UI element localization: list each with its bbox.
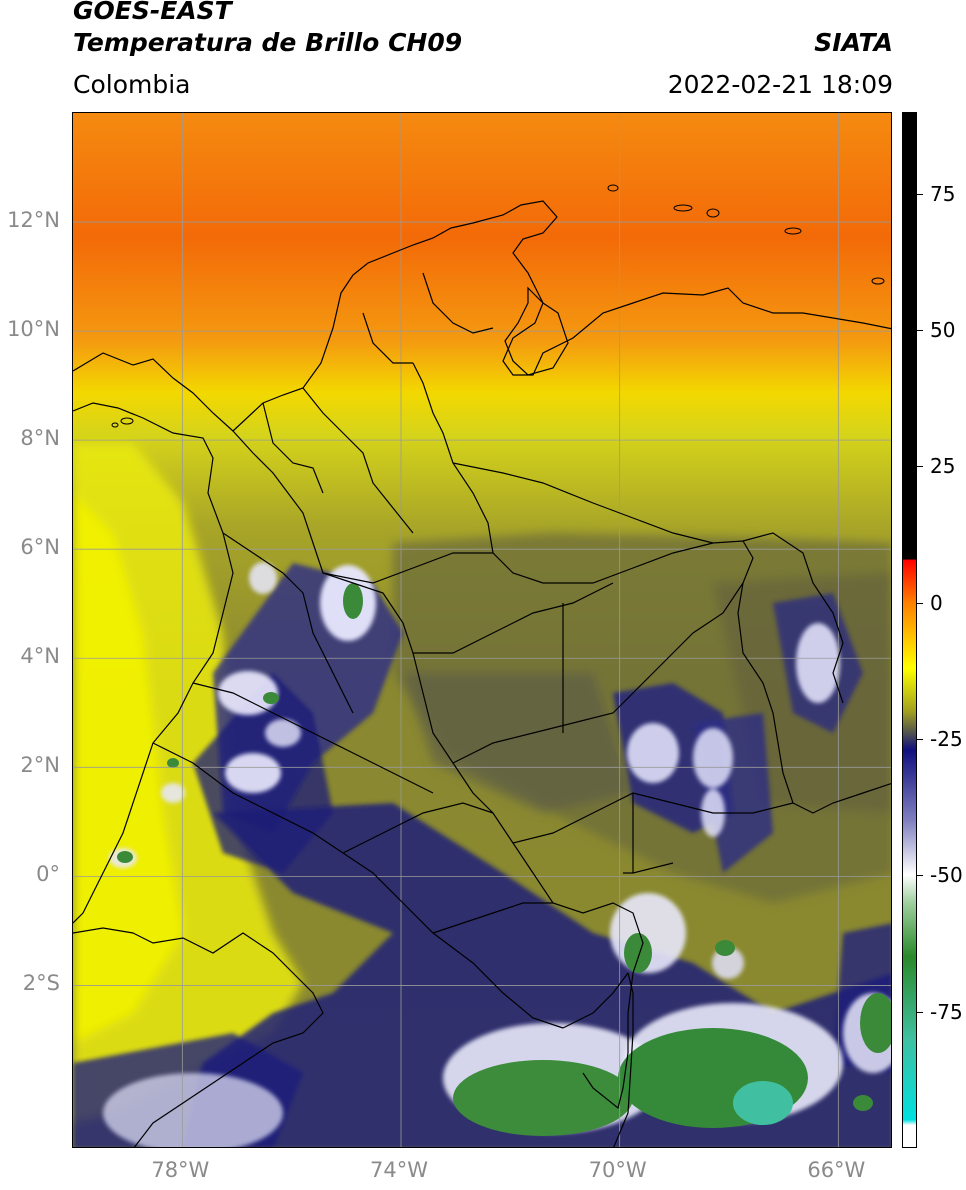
lat-tick-label: 2°N	[20, 753, 60, 778]
lat-tick-label: 6°N	[20, 535, 60, 560]
cloud-tops	[103, 562, 891, 1147]
product-title: Temperatura de Brillo CH09	[73, 28, 463, 57]
cold-cores	[117, 583, 891, 1136]
lat-tick-label: 0°	[36, 862, 60, 887]
lat-tick-label: 10°N	[7, 317, 60, 342]
colorbar-tick-label: -75	[930, 999, 963, 1024]
brightness-temperature-map	[73, 113, 891, 1147]
lon-tick-label: 74°W	[370, 1158, 428, 1182]
colorbar-tick-label: -50	[930, 863, 963, 888]
colorbar-tick-label: 0	[930, 590, 943, 615]
datetime-label: 2022-02-21 18:09	[667, 70, 893, 99]
satellite-title: GOES-EAST	[73, 0, 232, 25]
colorbar-tick	[917, 739, 923, 741]
colorbar-tick	[917, 1011, 923, 1013]
colorbar-tick-label: 75	[930, 181, 956, 206]
pacific-warm-band	[73, 443, 303, 1123]
colorbar-tick	[917, 466, 923, 468]
region-label: Colombia	[73, 70, 191, 99]
colorbar-tick-label: 25	[930, 454, 956, 479]
colorbar-tick	[917, 602, 923, 604]
colorbar-tick	[917, 875, 923, 877]
colorbar-tick-label: -25	[930, 727, 963, 752]
lat-tick-label: 2°S	[22, 971, 60, 996]
agency-label: SIATA	[814, 28, 893, 57]
lat-tick-label: 8°N	[20, 426, 60, 451]
map-panel[interactable]	[72, 112, 892, 1148]
colorbar	[902, 112, 917, 1148]
colorbar-tick	[917, 193, 923, 195]
colorbar-tick-label: 50	[930, 318, 956, 343]
lat-tick-label: 4°N	[20, 644, 60, 669]
lon-tick-label: 66°W	[807, 1158, 866, 1182]
lat-tick-label: 12°N	[7, 208, 60, 233]
lon-tick-label: 70°W	[588, 1158, 647, 1182]
lon-tick-label: 78°W	[151, 1158, 210, 1182]
coastlines-and-borders	[73, 200, 891, 1147]
islands	[111, 184, 885, 428]
colorbar-tick	[917, 330, 923, 332]
